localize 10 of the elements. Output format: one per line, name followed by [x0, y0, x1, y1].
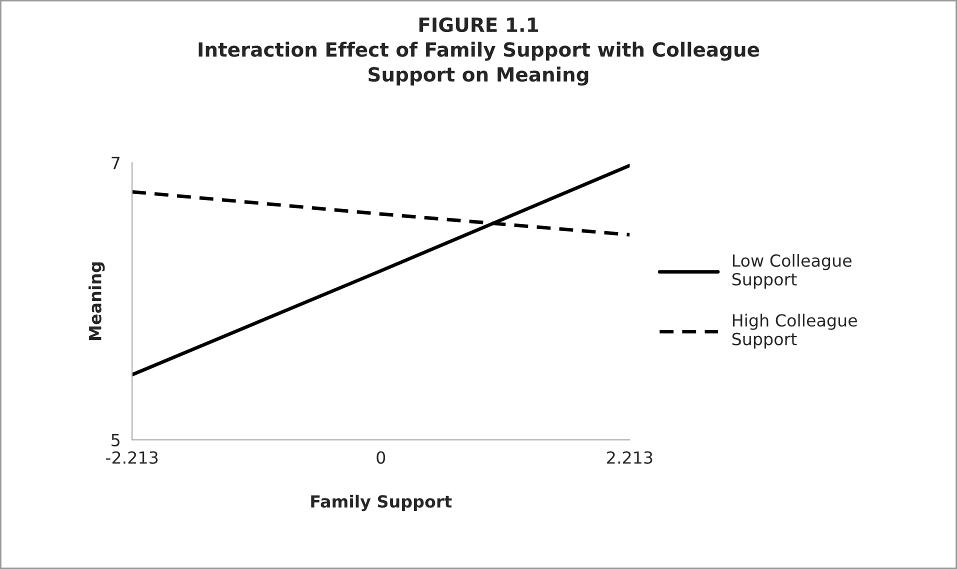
- legend-label: Low Colleague Support: [732, 254, 852, 289]
- y-axis-title: Meaning: [88, 262, 105, 340]
- x-tick-label: 0: [376, 451, 386, 464]
- chart-title: FIGURE 1.1 Interaction Effect of Family Support with Colleague Support on Meaning: [198, 17, 760, 86]
- y-tick-label: 7: [112, 156, 120, 170]
- x-axis-title: Family Support: [311, 494, 452, 512]
- x-tick-label: -2.213: [106, 451, 158, 464]
- legend-label: High Colleague Support: [732, 314, 857, 349]
- y-tick-label: 5: [112, 434, 120, 446]
- x-tick-label: 2.213: [607, 451, 652, 464]
